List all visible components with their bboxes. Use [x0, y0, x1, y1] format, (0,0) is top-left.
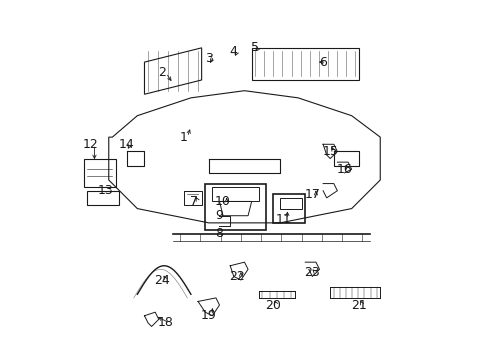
Text: 17: 17	[304, 188, 320, 201]
Text: 9: 9	[215, 209, 223, 222]
Text: 15: 15	[322, 145, 338, 158]
Text: 7: 7	[190, 195, 198, 208]
Text: 20: 20	[264, 298, 281, 311]
Text: 24: 24	[154, 274, 170, 287]
Text: 14: 14	[119, 138, 134, 151]
Text: 2: 2	[158, 66, 166, 79]
Text: 22: 22	[229, 270, 244, 283]
Text: 11: 11	[275, 213, 291, 226]
Text: 13: 13	[97, 184, 113, 197]
Text: 23: 23	[304, 266, 320, 279]
Text: 3: 3	[204, 52, 212, 65]
Text: 6: 6	[319, 55, 326, 69]
Text: 4: 4	[229, 45, 237, 58]
Text: 5: 5	[251, 41, 259, 54]
Text: 16: 16	[336, 163, 352, 176]
Text: 10: 10	[215, 195, 230, 208]
Text: 8: 8	[215, 227, 223, 240]
Text: 18: 18	[158, 316, 174, 329]
Text: 12: 12	[83, 138, 99, 151]
Text: 19: 19	[201, 309, 216, 322]
Text: 21: 21	[350, 298, 366, 311]
Text: 1: 1	[180, 131, 187, 144]
